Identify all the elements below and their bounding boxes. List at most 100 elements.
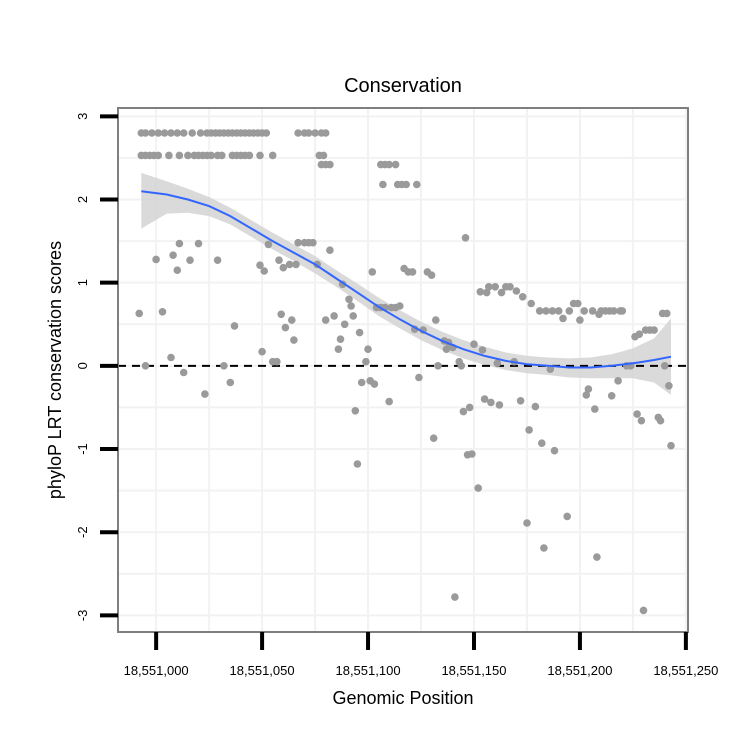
data-point (220, 362, 228, 370)
data-point (294, 238, 302, 247)
data-point (207, 151, 215, 160)
data-point (275, 256, 283, 265)
data-point (531, 402, 540, 411)
data-point (353, 460, 362, 468)
data-point (152, 255, 160, 264)
data-point (485, 283, 493, 291)
data-point (290, 336, 298, 344)
data-point (506, 283, 514, 291)
data-point (173, 129, 182, 137)
x-tick-label: 18,551,150 (441, 663, 506, 678)
data-point (218, 151, 226, 160)
data-point (434, 362, 442, 370)
data-point (160, 129, 169, 137)
data-point (196, 129, 205, 137)
data-point (591, 405, 599, 413)
y-tick-label: 1 (75, 279, 90, 286)
data-point (482, 288, 491, 297)
data-point (167, 129, 175, 137)
x-tick-label: 18,551,250 (653, 663, 718, 678)
data-point (614, 377, 622, 385)
data-point (321, 316, 330, 324)
x-tick-label: 18,551,000 (124, 663, 189, 678)
data-point (304, 129, 313, 137)
data-point (554, 307, 563, 315)
data-point (563, 512, 571, 521)
data-point (321, 129, 330, 137)
loess-line (141, 190, 672, 369)
data-point (154, 151, 163, 160)
data-point (334, 345, 343, 354)
data-point (273, 357, 281, 366)
data-point (429, 434, 438, 443)
data-point (535, 307, 544, 315)
data-point (347, 302, 355, 310)
data-point (379, 180, 387, 189)
data-point (665, 382, 673, 390)
data-point (582, 391, 591, 399)
y-tick-label: 3 (75, 113, 90, 120)
data-point (281, 323, 290, 332)
data-point (188, 129, 196, 137)
data-point (175, 151, 184, 160)
confidence-band (141, 172, 672, 395)
y-tick-label: 0 (75, 362, 90, 369)
data-point (432, 316, 440, 324)
data-point (186, 256, 194, 265)
data-point (264, 240, 273, 249)
data-point (330, 312, 338, 320)
data-point (355, 328, 364, 337)
data-point (546, 365, 555, 374)
data-point (493, 359, 502, 368)
data-point (370, 380, 379, 388)
data-point (158, 308, 167, 316)
data-point (311, 129, 319, 137)
data-point (364, 345, 372, 354)
data-point (141, 362, 150, 370)
data-point (635, 330, 644, 339)
data-point (580, 307, 588, 315)
y-tick-label: -3 (75, 610, 90, 622)
data-point (194, 239, 203, 248)
data-point (527, 299, 535, 308)
data-point (540, 544, 548, 552)
data-point (230, 322, 239, 330)
data-point (459, 407, 468, 416)
data-point (258, 347, 266, 356)
data-point (559, 314, 567, 323)
data-point (538, 439, 546, 448)
chart-title: Conservation (344, 75, 462, 97)
data-point (175, 239, 184, 248)
data-point (565, 307, 574, 315)
data-point (618, 307, 627, 315)
data-point (457, 362, 466, 370)
data-point (650, 326, 658, 334)
data-point (362, 357, 370, 366)
data-point (349, 312, 358, 320)
data-point (542, 307, 550, 315)
data-point (385, 160, 394, 169)
data-point (309, 238, 317, 247)
y-tick-label: 2 (75, 196, 90, 203)
data-point (184, 151, 192, 160)
data-point (285, 260, 294, 269)
data-point (277, 310, 286, 319)
data-point (487, 398, 495, 407)
data-point (256, 151, 264, 160)
x-axis-title: Genomic Position (332, 688, 473, 708)
smooth-line-layer (141, 190, 672, 369)
data-point (148, 129, 156, 137)
data-point (201, 390, 209, 398)
data-point (391, 160, 400, 169)
data-point (336, 335, 345, 344)
data-point (663, 309, 671, 318)
data-point (402, 180, 411, 189)
data-point (525, 426, 533, 434)
data-point (385, 397, 394, 406)
data-point (468, 450, 476, 458)
y-axis-title: phyloP LRT conservation scores (45, 241, 65, 499)
data-point (245, 151, 254, 160)
data-point (213, 256, 222, 265)
data-point (326, 246, 334, 254)
data-point (169, 251, 177, 259)
